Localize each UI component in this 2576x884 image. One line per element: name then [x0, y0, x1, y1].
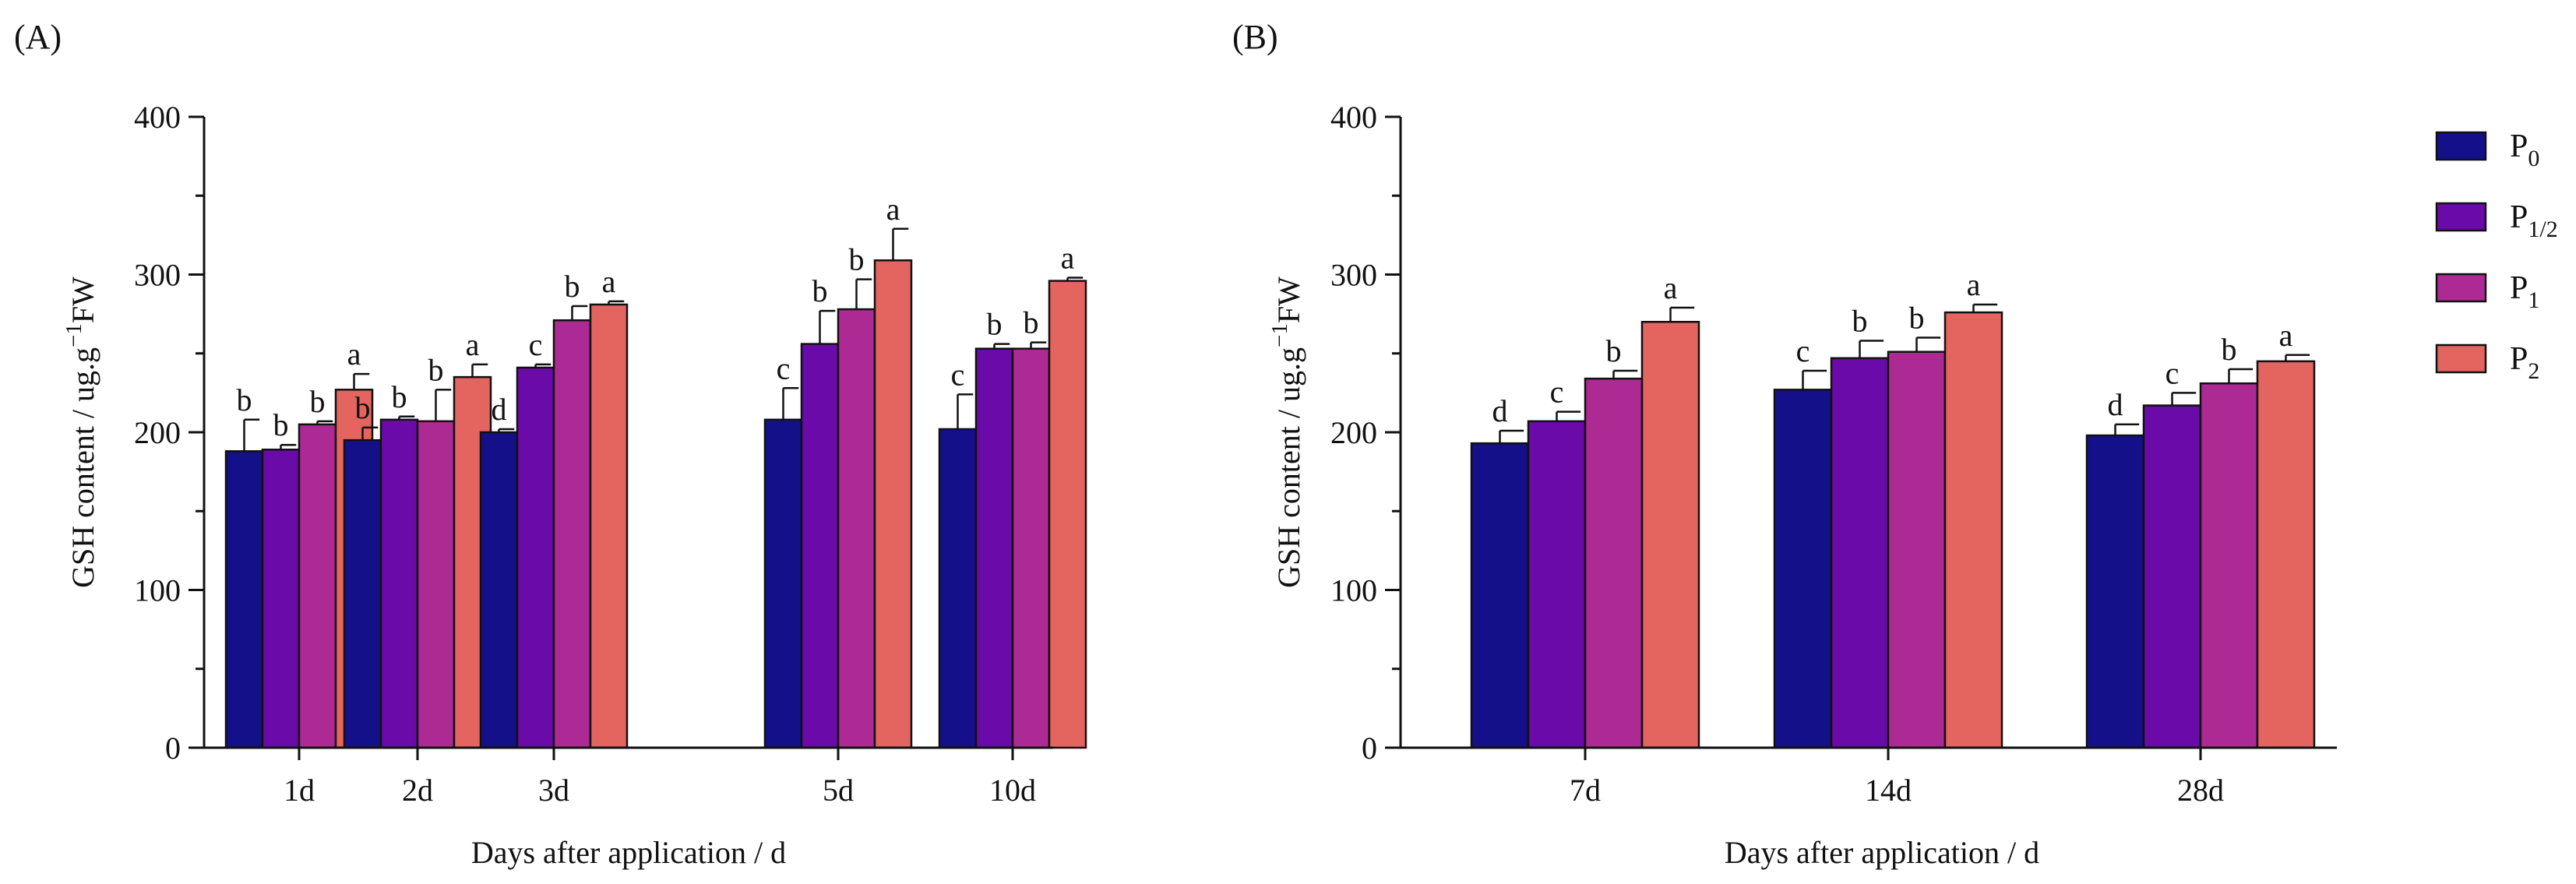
panel-a-significance-letter: c	[529, 327, 543, 362]
panel-a-x-tick-label: 2d	[402, 773, 433, 808]
panel-a-bar	[416, 420, 456, 749]
panel-a-label: (A)	[14, 18, 62, 56]
panel-a-significance-letter: a	[886, 192, 900, 227]
panel-a-bar	[224, 450, 264, 749]
panel-a-significance-letter: a	[602, 264, 616, 299]
panel-b-y-tick-label: 400	[1330, 100, 1377, 135]
panel-b-y-tick-label: 0	[1362, 731, 1377, 766]
panel-a-bar	[763, 418, 803, 749]
panel-a-significance-letter: d	[492, 392, 507, 427]
panel-b-bar	[1943, 311, 2003, 749]
panel-b-x-tick-label: 28d	[2177, 773, 2224, 808]
panel-a-bar	[343, 438, 382, 749]
panel-a-y-tick-label: 0	[165, 731, 181, 766]
panel-a-bar	[479, 431, 519, 749]
panel-a-bar	[261, 449, 301, 749]
panel-b-significance-letter: c	[2165, 355, 2180, 390]
panel-a-significance-letter: a	[347, 336, 361, 372]
panel-a-bar	[1011, 347, 1051, 749]
panel-b-significance-letter: a	[2279, 318, 2293, 353]
panel-b-chart: (B) d c b a 7d c b b a 14d d c b a 28d 0 100 200 300 400 GSH …	[1232, 18, 2337, 870]
panel-a-significance-letter: b	[812, 273, 828, 308]
panel-b-y-axis-label: GSH content / ug.g−1FW	[1267, 276, 1306, 588]
panel-a-bar	[589, 303, 629, 749]
panel-a-significance-letter: b	[987, 307, 1003, 342]
legend-label: P2	[2510, 341, 2539, 384]
panel-b-bar	[2142, 404, 2202, 749]
panel-a-x-tick-label: 3d	[538, 773, 569, 808]
legend-swatch	[2435, 202, 2487, 232]
panel-a-significance-letter: a	[466, 327, 480, 362]
panel-b-significance-letter: d	[1492, 393, 1508, 428]
panel-b-bar	[1584, 377, 1644, 749]
panel-b-significance-letter: a	[1967, 267, 1981, 302]
panel-b-significance-letter: c	[1550, 375, 1564, 410]
panel-a-bar	[552, 319, 592, 749]
panel-a-significance-letter: b	[1024, 305, 1039, 340]
panel-b-bar	[1640, 321, 1700, 749]
panel-a-y-tick-label: 300	[134, 258, 181, 293]
panel-a-bar	[873, 259, 913, 749]
panel-b-bar	[1527, 420, 1587, 749]
panel-a-x-tick-label: 10d	[989, 773, 1036, 808]
panel-a-significance-letter: c	[951, 357, 965, 392]
panel-a-y-axis-label: GSH content / ug.g−1FW	[62, 276, 100, 588]
panel-a-significance-letter: c	[777, 350, 791, 386]
panel-a-y-tick-label: 200	[134, 415, 181, 450]
panel-a-significance-letter: b	[849, 242, 865, 277]
panel-b-significance-letter: d	[2108, 387, 2123, 422]
panel-a-significance-letter: a	[1061, 241, 1075, 276]
panel-a-bar	[1048, 280, 1087, 749]
panel-b-significance-letter: c	[1796, 333, 1810, 368]
panel-a-bar	[800, 343, 840, 749]
panel-b-label: (B)	[1232, 18, 1278, 56]
panel-a-significance-letter: b	[428, 352, 444, 387]
panel-b-significance-letter: b	[1606, 333, 1622, 368]
panel-a-significance-letter: b	[310, 384, 326, 419]
panel-b-bar	[1773, 389, 1833, 749]
panel-a-significance-letter: b	[355, 390, 371, 425]
panel-b-x-tick-label: 7d	[1570, 773, 1601, 808]
panel-a-significance-letter: b	[565, 269, 580, 304]
panel-b-bar	[2085, 434, 2145, 749]
panel-b-significance-letter: a	[1664, 270, 1678, 305]
panel-b-bar	[1470, 442, 1530, 749]
panel-b-y-tick-label: 300	[1330, 258, 1377, 293]
panel-a-x-axis-label: Days after application / d	[471, 835, 786, 870]
panel-a-bar	[298, 423, 337, 749]
legend-label: P1	[2510, 270, 2539, 313]
panel-a-x-tick-label: 1d	[284, 773, 315, 808]
panel-a-bar	[974, 347, 1014, 749]
legend-swatch	[2435, 343, 2487, 374]
panel-a-y-tick-label: 400	[134, 100, 181, 135]
panel-b-x-tick-label: 14d	[1865, 773, 1912, 808]
panel-a-y-tick-label: 100	[134, 573, 181, 608]
panel-b-bar	[2256, 360, 2316, 749]
panel-a-significance-letter: b	[273, 407, 289, 442]
panel-b-x-axis-label: Days after application / d	[1725, 835, 2039, 870]
panel-a-bar	[837, 308, 876, 749]
panel-b-significance-letter: b	[2222, 332, 2237, 367]
legend-label: P0	[2510, 129, 2539, 171]
legend-label: P1/2	[2510, 199, 2558, 242]
legend: P0 P1/2 P1 P2	[2435, 129, 2558, 384]
panel-a-bar	[516, 366, 555, 749]
panel-a-significance-letter: b	[392, 379, 407, 414]
panel-b-y-tick-label: 200	[1330, 415, 1377, 450]
panel-b-bar	[2199, 382, 2259, 749]
panel-b-bar	[1830, 357, 1890, 749]
panel-a-bar	[938, 428, 978, 749]
panel-b-significance-letter: b	[1909, 301, 1925, 336]
panel-a-x-tick-label: 5d	[823, 773, 854, 808]
panel-a-significance-letter: b	[237, 382, 252, 417]
legend-swatch	[2435, 131, 2487, 161]
panel-b-y-tick-label: 100	[1330, 573, 1377, 608]
panel-b-bar	[1887, 350, 1947, 749]
panel-b-significance-letter: b	[1852, 304, 1868, 339]
panel-a-bar	[379, 418, 419, 749]
legend-swatch	[2435, 273, 2487, 303]
